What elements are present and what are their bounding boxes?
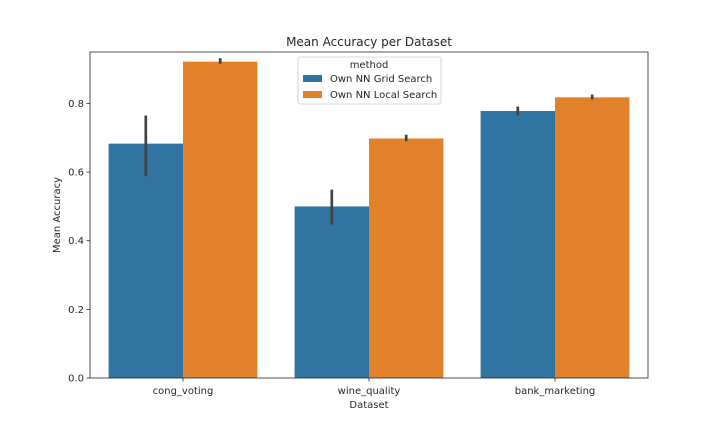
x-axis: cong_voting wine_quality bank_marketing bbox=[153, 378, 596, 397]
y-tick-label: 0.4 bbox=[68, 236, 84, 247]
y-axis-label: Mean Accuracy bbox=[52, 177, 63, 253]
x-tick-label-cong-voting: cong_voting bbox=[153, 386, 214, 397]
legend-title: method bbox=[350, 60, 389, 71]
legend-label-grid-search: Own NN Grid Search bbox=[330, 74, 432, 85]
bar-own-nn-local-search-cong-voting bbox=[183, 61, 258, 378]
y-axis: 0.0 0.2 0.4 0.6 0.8 bbox=[68, 99, 90, 385]
legend-label-local-search: Own NN Local Search bbox=[330, 90, 437, 101]
bar-own-nn-grid-search-wine-quality bbox=[294, 206, 369, 378]
legend-swatch-grid-search bbox=[303, 75, 322, 82]
bar-own-nn-local-search-wine-quality bbox=[369, 138, 444, 378]
legend-swatch-local-search bbox=[303, 91, 322, 98]
bar-own-nn-local-search-bank-marketing bbox=[555, 97, 630, 378]
bar-own-nn-grid-search-bank-marketing bbox=[480, 111, 555, 378]
x-axis-label: Dataset bbox=[349, 400, 388, 411]
legend: method Own NN Grid Search Own NN Local S… bbox=[297, 56, 442, 105]
x-tick-label-bank-marketing: bank_marketing bbox=[515, 386, 596, 397]
bars-layer bbox=[108, 61, 630, 378]
bar-own-nn-grid-search-cong-voting bbox=[108, 143, 183, 378]
y-tick-label: 0.6 bbox=[68, 168, 84, 179]
error-bars-layer bbox=[144, 58, 594, 225]
y-tick-label: 0.2 bbox=[68, 305, 84, 316]
y-tick-label: 0.0 bbox=[68, 374, 84, 385]
legend-box bbox=[297, 56, 442, 105]
y-tick-label: 0.8 bbox=[68, 99, 84, 110]
x-tick-label-wine-quality: wine_quality bbox=[338, 386, 401, 397]
chart-title: Mean Accuracy per Dataset bbox=[286, 35, 452, 49]
